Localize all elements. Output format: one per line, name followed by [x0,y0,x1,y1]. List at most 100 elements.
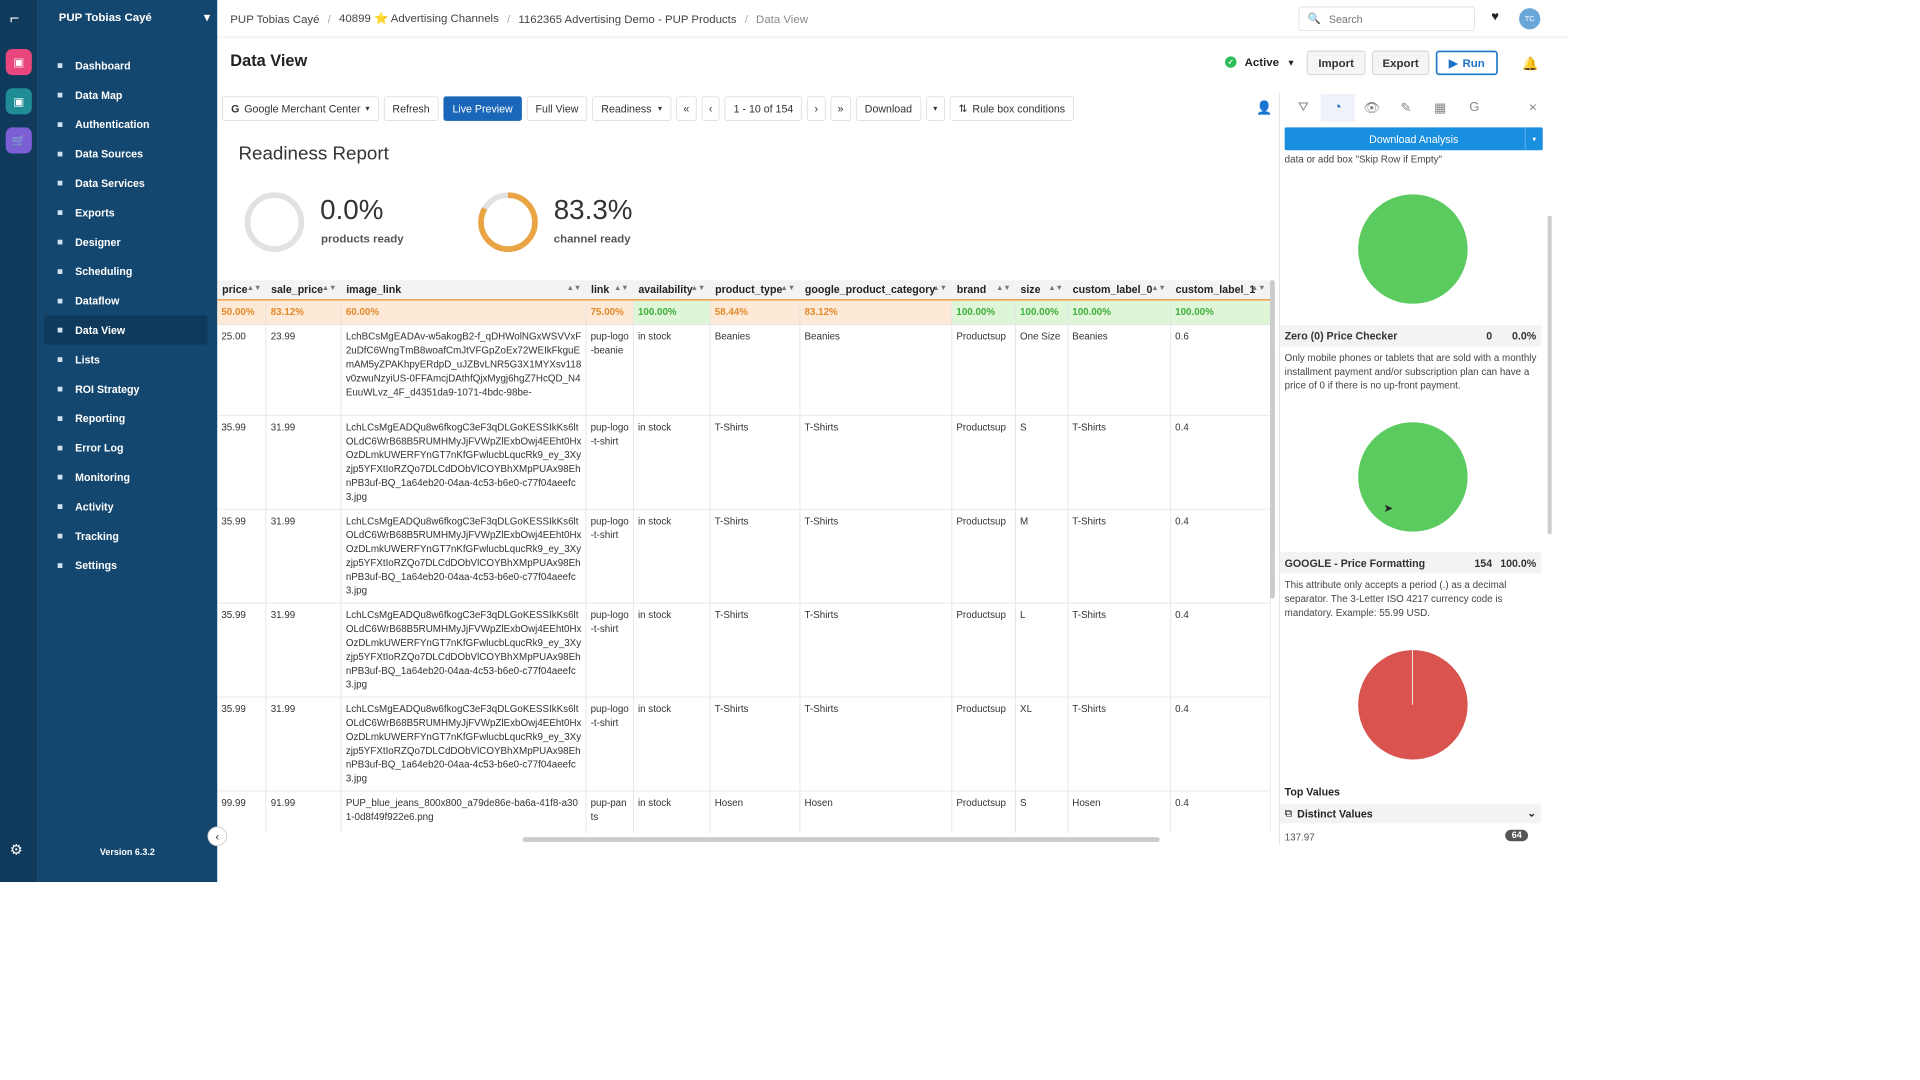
image-icon[interactable]: ▦ [1433,101,1447,116]
sidebar-item-authentication[interactable]: ■ Authentication [44,109,207,138]
run-button[interactable]: ▶ Run [1435,50,1498,76]
status-dropdown[interactable]: ✓ Active ▾ [1225,56,1293,69]
table-cell[interactable]: 35.99 [217,603,267,698]
sidebar-item-exports[interactable]: ■ Exports [44,198,207,227]
breadcrumb-item[interactable]: PUP Tobias Cayé [230,11,320,25]
table-cell[interactable]: 25.00 [217,324,267,416]
user-icon[interactable]: 👤 [1256,101,1273,116]
column-header[interactable]: custom_label_1 ▲▼ [1170,280,1271,301]
table-cell[interactable]: Productsup [951,603,1016,698]
table-cell[interactable]: T-Shirts [800,509,953,604]
table-cell[interactable]: LchLCsMgEADQu8w6fkogC3eF3qDLGoKESSIkKs6l… [341,509,587,604]
sidebar-item-error-log[interactable]: ■ Error Log [44,433,207,462]
column-header[interactable]: custom_label_0 ▲▼ [1067,280,1171,301]
sort-icon[interactable]: ▲▼ [321,283,337,292]
table-cell[interactable]: in stock [633,509,711,604]
column-header[interactable]: link ▲▼ [586,280,634,301]
app-switch-icon[interactable]: ▣ [5,49,32,76]
notification-heart-icon[interactable]: ♥ [1491,9,1500,24]
table-cell[interactable]: Productsup [951,415,1016,510]
table-cell[interactable]: pup-logo-t-shirt [586,603,634,698]
gear-icon[interactable]: ⚙ [9,841,23,858]
column-header[interactable]: availability ▲▼ [633,280,711,301]
table-cell[interactable]: 31.99 [266,509,342,604]
app-switch-icon[interactable]: ▣ [5,88,32,115]
table-cell[interactable]: Beanies [800,324,953,416]
sidebar-item-roi-strategy[interactable]: ■ ROI Strategy [44,374,207,403]
search-box[interactable]: 🔍 [1298,6,1475,32]
table-cell[interactable]: T-Shirts [1067,415,1172,510]
table-row[interactable]: 99.99 91.99 PUP_blue_jeans_800x800_a79de86… [217,790,1271,834]
breadcrumb-item[interactable]: 1162365 Advertising Demo - PUP Products [518,11,737,25]
table-cell[interactable]: S [1015,415,1069,510]
table-cell[interactable]: LchLCsMgEADQu8w6fkogC3eF3qDLGoKESSIkKs6l… [341,697,587,792]
pencil-icon[interactable]: ✎ [1400,101,1412,116]
filter-icon[interactable]: ⛛ [1297,100,1309,115]
sort-icon[interactable]: ▲▼ [1151,283,1166,292]
sort-icon[interactable]: ▲▼ [246,283,262,292]
sort-icon[interactable]: ▲▼ [1250,283,1266,292]
sidebar-item-dashboard[interactable]: ■ Dashboard [44,51,207,80]
table-cell[interactable]: 31.99 [266,603,342,698]
table-cell[interactable]: Productsup [951,790,1016,834]
next-page-button[interactable]: › [807,96,826,121]
table-cell[interactable]: Productsup [951,324,1016,416]
table-cell[interactable]: T-Shirts [1067,603,1172,698]
avatar[interactable]: TC [1519,8,1541,30]
table-cell[interactable]: S [1015,790,1069,834]
sidebar-item-data-sources[interactable]: ■ Data Sources [44,139,207,168]
sidebar-item-designer[interactable]: ■ Designer [44,227,207,256]
column-header[interactable]: google_product_category ▲▼ [800,280,952,301]
sort-icon[interactable]: ▲▼ [932,283,947,292]
table-cell[interactable]: 0.6 [1170,324,1271,416]
table-cell[interactable]: T-Shirts [710,603,801,698]
sort-icon[interactable]: ▲▼ [780,283,796,292]
sort-icon[interactable]: ▲▼ [613,283,629,292]
analysis-icon[interactable]: ◔ [1320,93,1355,122]
table-cell[interactable]: pup-logo-t-shirt [586,509,634,604]
table-cell[interactable]: 35.99 [217,697,267,792]
sidebar-item-lists[interactable]: ■ Lists [44,345,207,374]
table-cell[interactable]: in stock [633,603,711,698]
table-cell[interactable]: 31.99 [266,697,342,792]
sidebar-item-dataflow[interactable]: ■ Dataflow [44,286,207,315]
google-icon[interactable]: G [1469,100,1480,115]
column-header[interactable]: price ▲▼ [217,280,267,301]
horizontal-scrollbar[interactable] [522,837,1160,843]
table-cell[interactable]: T-Shirts [800,603,953,698]
vertical-scrollbar[interactable] [1269,280,1275,599]
first-page-button[interactable]: « [676,96,697,121]
export-button[interactable]: Export [1372,50,1430,76]
table-cell[interactable]: Hosen [1067,790,1172,834]
table-cell[interactable]: PUP_blue_jeans_800x800_a79de86e-ba6a-41f… [341,790,587,834]
cart-icon[interactable]: 🛒 [5,127,32,154]
download-dropdown-button[interactable]: ▾ [925,96,945,121]
table-cell[interactable]: 99.99 [217,790,267,834]
column-header[interactable]: image_link ▲▼ [341,280,587,301]
panel-scrollbar[interactable] [1547,215,1552,535]
prev-page-button[interactable]: ‹ [701,96,720,121]
sidebar-item-monitoring[interactable]: ■ Monitoring [44,462,207,491]
table-cell[interactable]: 23.99 [266,324,342,416]
table-cell[interactable]: L [1015,603,1069,698]
sidebar-item-data-map[interactable]: ■ Data Map [44,80,207,109]
table-cell[interactable]: One Size [1015,324,1069,416]
table-cell[interactable]: in stock [633,697,711,792]
bell-icon[interactable]: 🔔 [1522,57,1539,72]
table-cell[interactable]: T-Shirts [800,697,953,792]
table-cell[interactable]: T-Shirts [1067,509,1172,604]
channel-select[interactable]: G Google Merchant Center ▾ [222,96,379,121]
table-cell[interactable]: pup-logo-t-shirt [586,415,634,510]
sidebar-item-data-view[interactable]: ■ Data View [44,315,208,345]
eye-icon[interactable]: 👁 [1363,101,1381,116]
column-header[interactable]: size ▲▼ [1015,280,1068,301]
table-cell[interactable]: XL [1015,697,1069,792]
table-cell[interactable]: in stock [633,415,711,510]
table-cell[interactable]: 0.4 [1170,603,1271,698]
download-button[interactable]: Download [855,96,922,121]
table-cell[interactable]: 0.4 [1170,415,1271,510]
table-cell[interactable]: Productsup [951,509,1016,604]
live-preview-button[interactable]: Live Preview [443,96,522,121]
table-cell[interactable]: LchBCsMgEADAv-w5akogB2-f_qDHWolNGxWSVVxF… [341,324,587,416]
sort-icon[interactable]: ▲▼ [566,283,582,292]
